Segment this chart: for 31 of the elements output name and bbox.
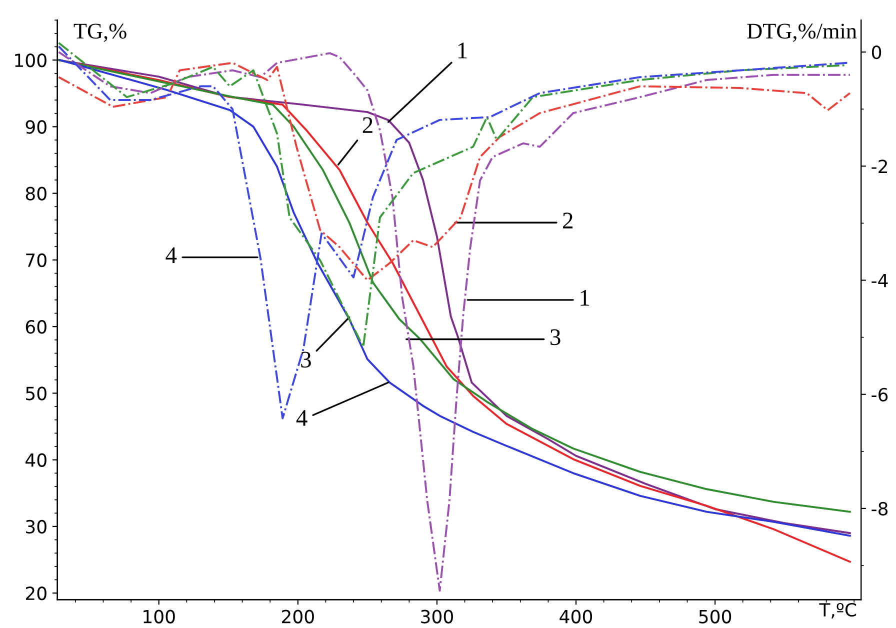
y-tick-label: 50 — [26, 386, 46, 400]
annotation: 4 — [296, 410, 308, 426]
y-tick-label: 80 — [26, 186, 46, 200]
x-tick-label: 100 — [144, 610, 175, 624]
y2-tick-label: -8 — [872, 502, 888, 516]
annotation: 2 — [563, 212, 572, 228]
y-tick-label: 30 — [26, 520, 46, 534]
y-tick-label: 40 — [26, 453, 46, 467]
y-tick-label: 70 — [26, 253, 46, 268]
annotation: 4 — [166, 247, 177, 263]
y2-tick-label: 0 — [872, 46, 882, 60]
annotation: 1 — [458, 42, 467, 58]
y-tick-label: 90 — [26, 120, 46, 134]
y2-axis-title: DTG,%/min — [747, 24, 857, 42]
x-tick-label: 400 — [560, 610, 592, 624]
y-tick-label: 20 — [26, 586, 46, 600]
x-tick-label: 200 — [282, 610, 314, 624]
x-tick-label: 300 — [421, 610, 453, 624]
y-axis-title: TG,% — [74, 24, 126, 42]
annotation: 2 — [362, 117, 372, 133]
y2-tick-label: -6 — [872, 388, 888, 402]
x-axis-title: T,ºC — [819, 602, 856, 618]
annotation: 3 — [301, 352, 311, 368]
y2-tick-label: -4 — [872, 274, 888, 288]
y2-tick-label: -2 — [872, 160, 887, 174]
line-series — [58, 62, 851, 282]
annotation: 1 — [580, 290, 590, 306]
y-tick-label: 100 — [15, 54, 46, 68]
x-tick-label: 500 — [699, 610, 732, 624]
y-tick-label: 60 — [26, 320, 46, 334]
annotation: 3 — [550, 329, 560, 346]
